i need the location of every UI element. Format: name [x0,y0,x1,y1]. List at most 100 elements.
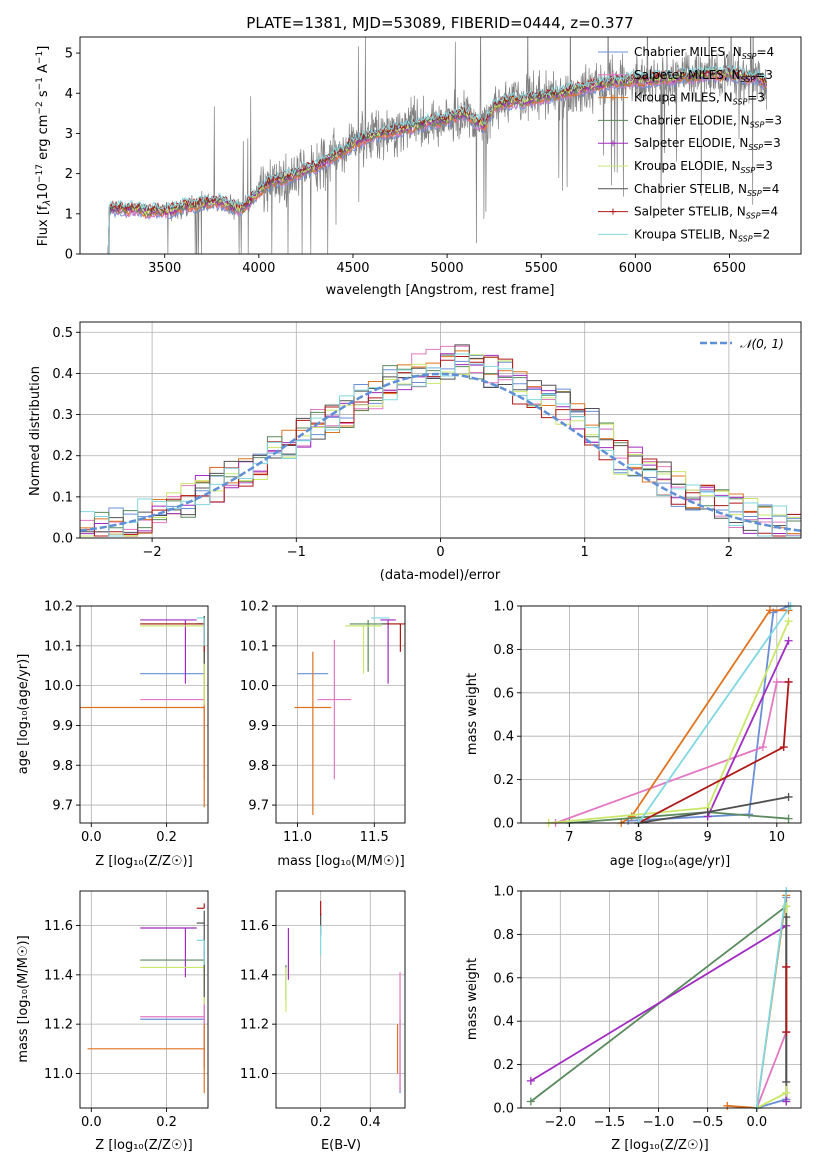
x-tick-label: 7 [565,830,573,845]
y-tick-label: 9.9 [52,719,73,734]
x-tick-label: 5000 [431,261,464,276]
x-tick-label: 4000 [242,261,275,276]
y-tick-label: 0.1 [52,490,73,505]
legend-label: Chabrier STELIB, NSSP=4 [634,182,779,198]
weight-marker-kroupa-miles [723,1101,732,1110]
residual-histogram-kroupa-stelib [80,353,801,538]
x-tick-label: −2.0 [545,1115,577,1130]
weight-marker-kroupa-elodie [784,617,793,626]
x-tick-label: −1.0 [643,1115,675,1130]
z-weight-ylabel: mass weight [465,958,480,1040]
x-tick-label: 0.0 [746,1115,767,1130]
x-tick-label: 9 [704,830,712,845]
y-tick-label: 2 [65,167,73,182]
x-tick-label: −0.5 [692,1115,724,1130]
x-tick-label: 3500 [148,261,181,276]
weight-line-kroupa-stelib [755,891,788,1108]
model-spectrum-salpeter-elodie [107,69,768,254]
legend-marker [610,71,616,78]
y-tick-label: 9.8 [248,759,269,774]
figure-title: PLATE=1381, MJD=53089, FIBERID=0444, z=0… [246,14,633,32]
residual-ylabel: Normed distribution [28,366,43,496]
weight-marker-salpeter-elodie [784,636,793,645]
residual-histogram-salpeter-stelib [80,355,801,538]
x-tick-label: 11.5 [360,830,389,845]
y-tick-label: 0.0 [493,1102,514,1117]
weight-marker-salpeter-elodie [782,1097,791,1106]
axes-frame [520,605,802,824]
legend-marker [610,140,616,147]
axes-frame [79,890,209,1109]
y-tick-label: 10.1 [44,639,73,654]
weight-line-salpeter-elodie [706,640,790,817]
x-tick-label: 0.2 [156,1115,177,1130]
legend-label: Salpeter MILES, NSSP=3 [634,68,773,84]
y-tick-label: 11.0 [240,1067,269,1082]
ebv-mass-xlabel: E(B-V) [321,1138,361,1153]
axes-frame [520,890,802,1109]
weight-marker-salpeter-stelib [779,743,788,752]
spectrum-ylabel: Flux [fλ10−17 erg cm−2 s−1 A−1] [35,46,53,247]
x-tick-label: 4500 [336,261,369,276]
residual-legend: 𝒩(0, 1) [700,337,784,351]
mass-age-plot-area: 11.0 11.5 9.7 9.8 9.9 10.0 10.1 10.2 [240,600,406,845]
mass-age-xlabel: mass [log₁₀(M/M☉)] [277,854,404,869]
weight-marker-chabrier-miles [745,810,754,819]
x-tick-label: 0.4 [360,1115,381,1130]
weight-marker-salpeter-stelib [782,962,791,971]
y-tick-label: 0.6 [493,686,514,701]
z-mass-plot-area: 0.0 0.2 11.0 11.2 11.4 11.6 [44,890,209,1130]
x-tick-label: −1.5 [594,1115,626,1130]
weight-line-salpeter-miles [555,681,789,823]
weight-line-kroupa-stelib [637,606,792,823]
y-tick-label: 0 [65,248,73,263]
y-tick-label: 10.0 [240,679,269,694]
x-tick-label: 11.0 [283,830,312,845]
z-age-plot-area: 0.0 0.2 9.7 9.8 9.9 10.0 10.1 10.2 [44,600,209,845]
weight-marker-salpeter-miles [772,677,781,686]
y-tick-label: 1.0 [493,885,514,900]
z-weight-panel: −2.0 −1.5 −1.0 −0.5 0.0 0.0 0.2 0.4 0.6 0.8 1.0 Z … [465,885,802,1153]
x-tick-label: 1 [581,545,589,560]
weight-marker-kroupa-miles [627,812,636,821]
legend-label: Salpeter STELIB, NSSP=4 [634,205,778,221]
y-tick-label: 3 [65,127,73,142]
age-weight-xlabel: age [log₁₀(age/yr)] [610,854,731,869]
weight-line-chabrier-miles [628,606,789,822]
legend-label: Salpeter ELODIE, NSSP=3 [634,136,781,152]
x-tick-label: 0.2 [310,1115,331,1130]
x-tick-label: 10 [769,830,786,845]
y-tick-label: 11.6 [44,919,73,934]
weight-marker-salpeter-miles [758,743,767,752]
y-tick-label: 9.9 [248,719,269,734]
x-tick-label: −1 [287,545,306,560]
age-weight-ylabel: mass weight [465,673,480,755]
x-tick-label: 0.0 [81,830,102,845]
y-tick-label: 10.2 [44,600,73,615]
y-tick-label: 10.2 [240,600,269,615]
y-tick-label: 11.4 [240,968,269,983]
weight-marker-salpeter-elodie [526,1076,535,1085]
legend-label: Chabrier ELODIE, NSSP=3 [634,113,782,129]
age-weight-panel: 7 8 9 10 0.0 0.2 0.4 0.6 0.8 1.0 age [log₁₀(age/y… [465,600,802,869]
y-tick-label: 1 [65,207,73,222]
y-tick-label: 0.0 [52,532,73,547]
y-tick-label: 0.3 [52,408,73,423]
y-tick-label: 0.6 [493,971,514,986]
weight-marker-kroupa-miles [765,606,774,615]
z-weight-plot-area: −2.0 −1.5 −1.0 −0.5 0.0 0.0 0.2 0.4 0.6 0.8 1.0 [493,885,802,1130]
residual-xlabel: (data-model)/error [380,568,501,583]
legend-label: Chabrier MILES, NSSP=4 [634,45,774,61]
axes-frame [275,605,406,824]
axes-frame [79,36,802,255]
ebv-mass-panel: 0.2 0.4 11.0 11.2 11.4 11.6 E(B-V) [240,890,406,1153]
y-tick-label: 11.6 [240,919,269,934]
y-tick-label: 11.2 [44,1018,73,1033]
y-tick-label: 0.0 [493,817,514,832]
mass-age-panel: 11.0 11.5 9.7 9.8 9.9 10.0 10.1 10.2 mass [log₁… [240,600,406,869]
weight-marker-chabrier-elodie [784,814,793,823]
model-spectrum-kroupa-stelib [107,64,768,254]
normal-curve-legend-label: 𝒩(0, 1) [740,337,784,351]
weight-marker-kroupa-elodie [782,1088,791,1097]
